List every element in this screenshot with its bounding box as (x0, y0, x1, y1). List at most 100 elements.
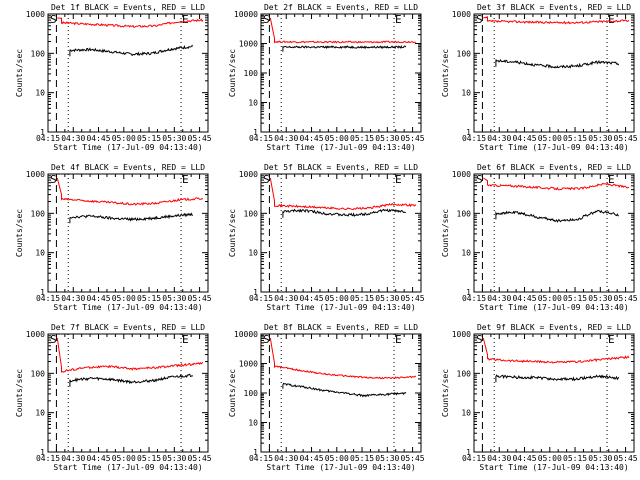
y-tick-label: 10 (248, 249, 258, 258)
panel-det-2f: Det 2f BLACK = Events, RED = LLD 1 10 100 10… (228, 3, 425, 152)
x-tick-label: 04:15 (462, 134, 486, 143)
y-tick-label: 10 (461, 89, 471, 98)
panel-title: Det 9f BLACK = Events, RED = LLD (477, 323, 631, 332)
start-marker-label: S (476, 13, 483, 26)
end-marker-label: E (182, 13, 189, 26)
x-tick-label: 05:00 (538, 134, 562, 143)
y-tick-label: 1 (40, 128, 45, 137)
end-marker-label: E (608, 13, 615, 26)
events-series-line (69, 44, 194, 57)
lld-series-line (269, 177, 417, 211)
x-axis-label: Start Time (17-Jul-09 04:13:40) (479, 303, 628, 312)
y-tick-label: 10 (248, 419, 258, 428)
x-tick-label: 05:30 (588, 294, 612, 303)
x-tick-label: 05:45 (614, 454, 638, 463)
lld-series-line (269, 337, 417, 380)
lld-series-line (56, 337, 204, 373)
end-marker-label: E (395, 333, 402, 346)
x-tick-label: 05:30 (588, 134, 612, 143)
y-axis-label: Counts/sec (228, 209, 237, 257)
x-tick-label: 04:30 (274, 454, 298, 463)
start-marker-label: S (476, 333, 483, 346)
y-axis-label: Counts/sec (441, 49, 450, 97)
y-tick-label: 100 (457, 369, 472, 378)
x-tick-label: 05:00 (538, 454, 562, 463)
plot-frame (473, 13, 635, 133)
x-tick-label: 05:45 (188, 454, 212, 463)
y-tick-label: 100 (457, 49, 472, 58)
panel-det-7f: Det 7f BLACK = Events, RED = LLD 1 10 100 10… (15, 323, 212, 472)
x-tick-label: 04:15 (249, 134, 273, 143)
x-tick-label: 04:45 (512, 454, 536, 463)
y-tick-label: 1000 (26, 10, 45, 19)
panel-title: Det 7f BLACK = Events, RED = LLD (51, 323, 205, 332)
y-axis-label: Counts/sec (441, 369, 450, 417)
x-tick-label: 05:30 (375, 454, 399, 463)
x-tick-label: 05:45 (614, 294, 638, 303)
plot-frame (473, 333, 635, 453)
x-tick-label: 04:30 (487, 134, 511, 143)
x-tick-label: 04:45 (512, 134, 536, 143)
events-series-line (282, 45, 407, 52)
y-axis-label: Counts/sec (228, 369, 237, 417)
y-axis-label: Counts/sec (228, 49, 237, 97)
end-marker-label: E (182, 173, 189, 186)
lld-series-line (56, 177, 203, 206)
start-marker-label: S (263, 13, 270, 26)
y-tick-label: 1000 (239, 360, 258, 369)
events-series-line (282, 382, 407, 398)
y-axis-label: Counts/sec (441, 209, 450, 257)
plot-frame (47, 13, 209, 133)
x-axis-label: Start Time (17-Jul-09 04:13:40) (53, 303, 202, 312)
x-tick-label: 04:15 (36, 454, 60, 463)
x-tick-label: 04:45 (299, 454, 323, 463)
x-tick-label: 04:45 (86, 134, 110, 143)
x-tick-label: 05:00 (325, 454, 349, 463)
panel-title: Det 5f BLACK = Events, RED = LLD (264, 163, 418, 172)
y-axis-label: Counts/sec (15, 209, 24, 257)
plot-frame (47, 173, 209, 293)
events-series-line (69, 212, 194, 224)
lld-series-line (57, 17, 204, 29)
end-marker-label: E (395, 173, 402, 186)
y-tick-label: 1000 (239, 40, 258, 49)
panel-det-9f: Det 9f BLACK = Events, RED = LLD 1 10 100 10… (441, 323, 638, 472)
x-tick-label: 05:00 (325, 134, 349, 143)
y-tick-label: 1 (40, 448, 45, 457)
y-tick-label: 1000 (26, 170, 45, 179)
x-tick-label: 04:15 (249, 294, 273, 303)
x-axis-label: Start Time (17-Jul-09 04:13:40) (266, 143, 415, 152)
x-tick-label: 04:30 (61, 454, 85, 463)
panel-det-4f: Det 4f BLACK = Events, RED = LLD 1 10 100 10… (15, 163, 212, 312)
x-axis-label: Start Time (17-Jul-09 04:13:40) (479, 463, 628, 472)
events-series-line (495, 374, 620, 383)
y-tick-label: 10 (248, 99, 258, 108)
end-marker-label: E (608, 173, 615, 186)
panel-title: Det 4f BLACK = Events, RED = LLD (51, 163, 205, 172)
end-marker-label: E (608, 333, 615, 346)
x-tick-label: 05:45 (188, 134, 212, 143)
y-axis-label: Counts/sec (15, 49, 24, 97)
y-tick-label: 1 (253, 448, 258, 457)
end-marker-label: E (395, 13, 402, 26)
x-tick-label: 04:30 (487, 454, 511, 463)
x-axis-label: Start Time (17-Jul-09 04:13:40) (53, 463, 202, 472)
x-tick-label: 05:30 (162, 134, 186, 143)
x-tick-label: 04:15 (36, 294, 60, 303)
x-tick-label: 05:15 (137, 294, 161, 303)
y-tick-label: 100 (244, 69, 259, 78)
x-tick-label: 04:30 (274, 134, 298, 143)
x-tick-label: 05:00 (538, 294, 562, 303)
plot-frame (473, 173, 635, 293)
x-tick-label: 04:45 (299, 294, 323, 303)
x-tick-label: 05:30 (162, 454, 186, 463)
x-tick-label: 05:15 (350, 134, 374, 143)
x-tick-label: 05:00 (112, 454, 136, 463)
events-series-line (282, 208, 406, 218)
panel-det-6f: Det 6f BLACK = Events, RED = LLD 1 10 100 10… (441, 163, 638, 312)
start-marker-label: S (476, 173, 483, 186)
panel-title: Det 8f BLACK = Events, RED = LLD (264, 323, 418, 332)
x-axis-label: Start Time (17-Jul-09 04:13:40) (266, 463, 415, 472)
y-tick-label: 10 (35, 249, 45, 258)
